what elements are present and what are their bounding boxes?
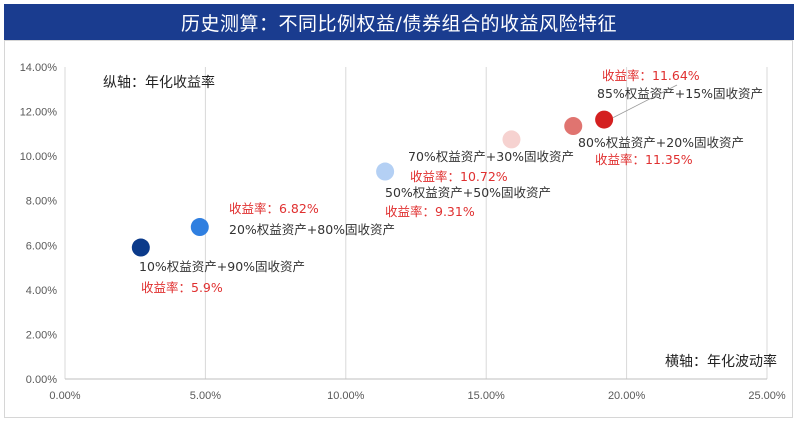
point-label: 10%权益资产+90%固收资产 (139, 259, 305, 274)
chart-frame: 0.00% 2.00% 4.00% 6.00% 8.00% 10.00% 12.00% 14.… (4, 40, 793, 418)
x-tick-label: 15.00% (468, 390, 506, 402)
y-tick-label: 14.00% (20, 62, 58, 74)
point-label: 85%权益资产+15%固收资产 (597, 86, 763, 101)
point-label: 80%权益资产+20%固收资产 (578, 135, 744, 150)
x-tick-label: 10.00% (327, 390, 365, 402)
data-point (564, 117, 583, 136)
scatter-chart: 0.00% 2.00% 4.00% 6.00% 8.00% 10.00% 12.00% 14.… (20, 62, 786, 402)
y-tick-label: 12.00% (20, 107, 58, 119)
data-point (376, 162, 395, 181)
y-tick-label: 10.00% (20, 151, 58, 163)
y-axis-title: 纵轴：年化收益率 (103, 74, 215, 91)
chart-title: 历史测算：不同比例权益/债券组合的收益风险特征 (181, 12, 617, 35)
return-label: 收益率：9.31% (385, 204, 475, 219)
chart-title-bar: 历史测算：不同比例权益/债券组合的收益风险特征 (4, 4, 794, 40)
data-point (595, 110, 614, 129)
data-point (190, 218, 209, 237)
x-tick-label: 0.00% (49, 390, 80, 402)
point-label: 20%权益资产+80%固收资产 (229, 222, 395, 237)
point-label: 50%权益资产+50%固收资产 (385, 185, 551, 200)
x-tick-label: 5.00% (190, 390, 221, 402)
leader-line (612, 84, 678, 118)
y-tick-label: 6.00% (26, 240, 57, 252)
y-tick-label: 4.00% (26, 285, 57, 297)
data-point (131, 238, 150, 257)
x-tick-label: 25.00% (748, 390, 786, 402)
return-label: 收益率：5.9% (141, 280, 223, 295)
x-tick-label: 20.00% (608, 390, 646, 402)
y-tick-label: 8.00% (26, 196, 57, 208)
y-tick-label: 2.00% (26, 329, 57, 341)
return-label: 收益率：6.82% (229, 201, 319, 216)
return-label: 收益率：10.72% (410, 169, 508, 184)
x-axis-title: 横轴：年化波动率 (665, 353, 777, 370)
return-label: 收益率：11.35% (595, 152, 693, 167)
y-tick-label: 0.00% (26, 374, 57, 386)
return-label: 收益率：11.64% (602, 68, 700, 83)
point-label: 70%权益资产+30%固收资产 (408, 149, 574, 164)
data-point (502, 130, 521, 149)
